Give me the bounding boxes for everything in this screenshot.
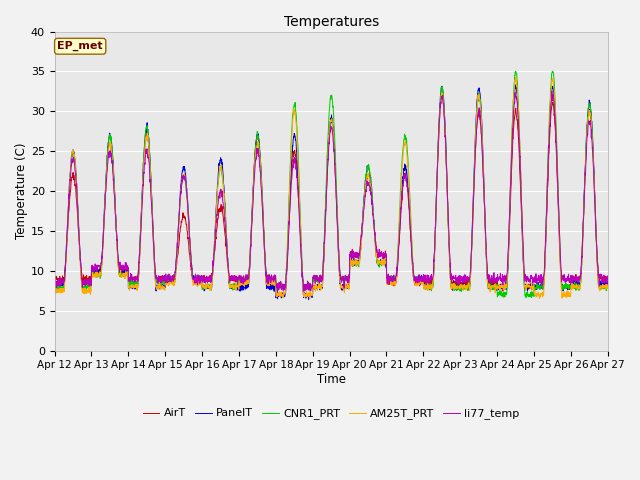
Line: AirT: AirT — [54, 96, 608, 291]
Legend: AirT, PanelT, CNR1_PRT, AM25T_PRT, li77_temp: AirT, PanelT, CNR1_PRT, AM25T_PRT, li77_… — [138, 404, 524, 424]
li77_temp — [556, 226, 563, 232]
AM25T_PRT — [571, 284, 579, 289]
PanelT — [360, 204, 367, 209]
AM25T_PRT — [205, 285, 212, 291]
Title: Temperatures: Temperatures — [284, 15, 379, 29]
AM25T_PRT — [604, 285, 612, 291]
AirT — [492, 279, 500, 285]
CNR1_PRT — [492, 280, 500, 286]
AirT — [499, 288, 507, 294]
PanelT — [571, 279, 579, 285]
AM25T_PRT — [536, 296, 543, 301]
CNR1_PRT — [51, 284, 58, 290]
li77_temp — [205, 276, 212, 282]
PanelT — [492, 285, 500, 291]
AirT — [205, 275, 212, 280]
Y-axis label: Temperature (C): Temperature (C) — [15, 143, 28, 240]
CNR1_PRT — [359, 212, 367, 218]
AirT — [604, 275, 612, 281]
AM25T_PRT — [347, 261, 355, 266]
AM25T_PRT — [359, 213, 367, 219]
PanelT — [205, 283, 212, 288]
CNR1_PRT — [571, 279, 579, 285]
AM25T_PRT — [512, 74, 520, 80]
li77_temp — [51, 276, 58, 282]
AirT — [347, 249, 355, 254]
PanelT — [604, 280, 612, 286]
CNR1_PRT — [604, 284, 612, 289]
PanelT — [512, 82, 520, 87]
li77_temp — [274, 289, 282, 295]
X-axis label: Time: Time — [317, 373, 346, 386]
PanelT — [51, 282, 58, 288]
AirT — [437, 93, 445, 98]
AirT — [571, 275, 579, 280]
Line: AM25T_PRT: AM25T_PRT — [54, 77, 608, 299]
Line: PanelT: PanelT — [54, 84, 608, 300]
AM25T_PRT — [556, 236, 563, 241]
li77_temp — [571, 274, 579, 280]
li77_temp — [348, 252, 355, 258]
Text: EP_met: EP_met — [58, 41, 103, 51]
Line: li77_temp: li77_temp — [54, 91, 608, 292]
CNR1_PRT — [548, 68, 556, 74]
PanelT — [348, 258, 355, 264]
CNR1_PRT — [347, 260, 355, 266]
li77_temp — [604, 273, 612, 279]
AM25T_PRT — [492, 285, 500, 290]
AirT — [359, 211, 367, 216]
PanelT — [305, 297, 312, 302]
li77_temp — [492, 279, 500, 285]
Line: CNR1_PRT: CNR1_PRT — [54, 71, 608, 298]
CNR1_PRT — [528, 295, 536, 300]
AirT — [556, 233, 563, 239]
li77_temp — [360, 213, 367, 218]
AirT — [51, 275, 58, 281]
CNR1_PRT — [556, 225, 563, 231]
PanelT — [556, 229, 563, 235]
AM25T_PRT — [51, 287, 58, 293]
CNR1_PRT — [205, 283, 212, 289]
li77_temp — [548, 88, 556, 94]
